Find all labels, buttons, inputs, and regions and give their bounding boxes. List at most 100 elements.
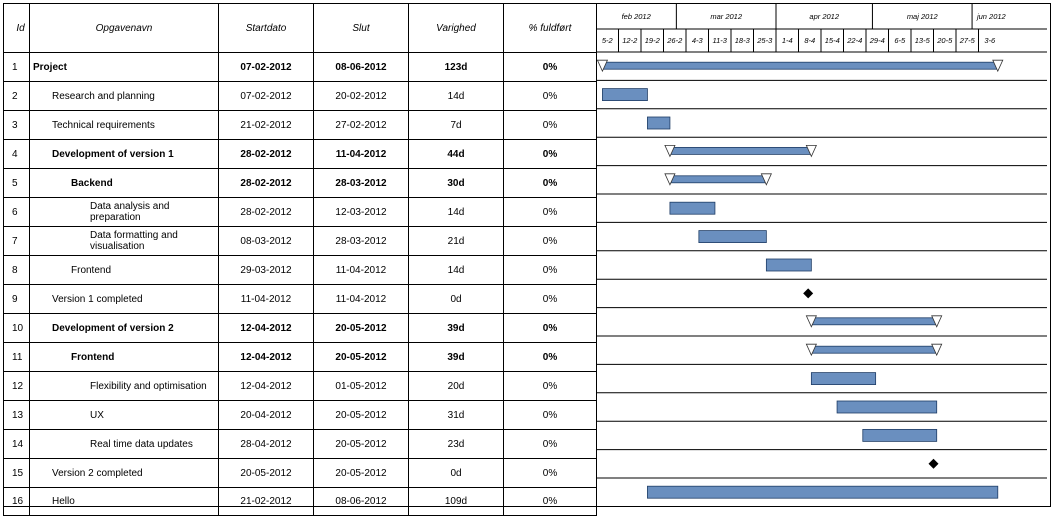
task-row[interactable]: 4 Development of version 1 28-02-2012 11-04… xyxy=(3,139,597,169)
task-id[interactable]: 8 xyxy=(3,255,30,285)
task-duration[interactable]: 39d xyxy=(408,313,504,343)
task-end[interactable]: 28-03-2012 xyxy=(313,168,409,198)
task-duration[interactable]: 7d xyxy=(408,110,504,140)
task-name[interactable]: Research and planning xyxy=(29,81,219,111)
task-end[interactable]: 08-06-2012 xyxy=(313,52,409,82)
week-label: 5-2 xyxy=(602,36,614,45)
task-end[interactable]: 28-03-2012 xyxy=(313,226,409,256)
task-id[interactable]: 3 xyxy=(3,110,30,140)
task-start[interactable]: 29-03-2012 xyxy=(218,255,314,285)
task-end[interactable]: 11-04-2012 xyxy=(313,139,409,169)
task-duration[interactable]: 21d xyxy=(408,226,504,256)
task-row[interactable]: 1 Project 07-02-2012 08-06-2012 123d 0% xyxy=(3,52,597,82)
summary-bar xyxy=(602,61,999,70)
task-row[interactable]: 8 Frontend 29-03-2012 11-04-2012 14d 0% xyxy=(3,255,597,285)
week-label: 25-3 xyxy=(756,36,773,45)
task-row[interactable]: 16 Hello 21-02-2012 08-06-2012 109d 0% xyxy=(3,487,597,516)
task-duration[interactable]: 14d xyxy=(408,255,504,285)
task-row[interactable]: 14 Real time data updates 28-04-2012 20-05-… xyxy=(3,429,597,459)
summary-bar xyxy=(810,317,938,326)
task-row[interactable]: 7 Data formatting and visualisation 08-03-… xyxy=(3,226,597,256)
task-duration[interactable]: 31d xyxy=(408,400,504,430)
week-label: 3-6 xyxy=(984,36,996,45)
summary-end-cap xyxy=(992,59,1004,73)
summary-start-cap xyxy=(664,144,676,158)
task-bar xyxy=(647,485,999,499)
task-row[interactable]: 5 Backend 28-02-2012 28-03-2012 30d 0% xyxy=(3,168,597,198)
summary-end-cap xyxy=(760,173,772,186)
week-label: 12-2 xyxy=(622,36,638,45)
summary-end-cap xyxy=(931,343,943,357)
task-bar xyxy=(765,258,812,272)
task-name[interactable]: Real time data updates xyxy=(29,429,219,459)
task-bar xyxy=(669,201,716,215)
task-name[interactable]: Data analysis and preparation xyxy=(29,197,219,227)
task-duration[interactable]: 0d xyxy=(408,458,504,488)
task-duration[interactable]: 123d xyxy=(408,52,504,82)
task-complete[interactable]: 0% xyxy=(503,81,597,111)
task-start[interactable]: 12-04-2012 xyxy=(218,342,314,372)
task-complete[interactable]: 0% xyxy=(503,458,597,488)
week-label: 15-4 xyxy=(825,36,840,45)
task-row[interactable]: 3 Technical requirements 21-02-2012 27-02-2… xyxy=(3,110,597,140)
week-label: 13-5 xyxy=(915,36,931,45)
summary-bar xyxy=(669,146,812,155)
week-label: 19-2 xyxy=(645,36,661,45)
col-header-complete[interactable]: % fuldført xyxy=(503,3,597,53)
summary-start-cap xyxy=(664,173,676,186)
milestone-marker xyxy=(803,288,814,299)
week-label: 18-3 xyxy=(735,36,751,45)
task-complete[interactable]: 0% xyxy=(503,284,597,314)
milestone-marker xyxy=(928,458,939,469)
month-label: jun 2012 xyxy=(976,12,1007,21)
task-id[interactable]: 9 xyxy=(3,284,30,314)
task-name[interactable]: Data formatting and visualisation xyxy=(29,226,219,256)
task-start[interactable]: 07-02-2012 xyxy=(218,81,314,111)
month-label: feb 2012 xyxy=(622,12,652,21)
task-complete[interactable]: 0% xyxy=(503,371,597,401)
task-row[interactable]: 9 Version 1 completed 11-04-2012 11-04-2012… xyxy=(3,284,597,314)
task-bar xyxy=(698,230,767,244)
task-table: Id Opgavenavn Startdato Slut Varighed % … xyxy=(3,3,597,516)
task-name[interactable]: Version 1 completed xyxy=(29,284,219,314)
summary-end-cap xyxy=(931,315,943,328)
task-end[interactable]: 20-05-2012 xyxy=(313,429,409,459)
col-header-duration[interactable]: Varighed xyxy=(408,3,504,53)
task-complete[interactable]: 0% xyxy=(503,255,597,285)
task-start[interactable]: 11-04-2012 xyxy=(218,284,314,314)
week-label: 1-4 xyxy=(782,36,793,45)
task-id[interactable]: 4 xyxy=(3,139,30,169)
task-start[interactable]: 12-04-2012 xyxy=(218,371,314,401)
task-complete[interactable]: 0% xyxy=(503,313,597,343)
col-header-name[interactable]: Opgavenavn xyxy=(29,3,219,53)
week-label: 6-5 xyxy=(894,36,906,45)
week-label: 26-2 xyxy=(666,36,683,45)
task-start[interactable]: 21-02-2012 xyxy=(218,487,314,516)
task-duration[interactable]: 20d xyxy=(408,371,504,401)
header-row: Id Opgavenavn Startdato Slut Varighed % … xyxy=(3,3,597,53)
task-bar xyxy=(602,88,648,101)
task-complete[interactable]: 0% xyxy=(503,197,597,227)
task-duration[interactable]: 14d xyxy=(408,197,504,227)
summary-start-cap xyxy=(805,315,817,328)
month-label: apr 2012 xyxy=(809,12,839,21)
task-complete[interactable]: 0% xyxy=(503,429,597,459)
task-id[interactable]: 2 xyxy=(3,81,30,111)
task-row[interactable]: 6 Data analysis and preparation 28-02-2012… xyxy=(3,197,597,227)
task-end[interactable]: 20-05-2012 xyxy=(313,342,409,372)
month-label: mar 2012 xyxy=(710,12,743,21)
task-row[interactable]: 2 Research and planning 07-02-2012 20-02-20… xyxy=(3,81,597,111)
task-duration[interactable]: 23d xyxy=(408,429,504,459)
task-name[interactable]: Version 2 completed xyxy=(29,458,219,488)
task-row[interactable]: 11 Frontend 12-04-2012 20-05-2012 39d 0% xyxy=(3,342,597,372)
task-bar xyxy=(862,428,938,442)
task-name[interactable]: Backend xyxy=(29,168,219,198)
task-id[interactable]: 6 xyxy=(3,197,30,227)
task-row[interactable]: 13 UX 20-04-2012 20-05-2012 31d 0% xyxy=(3,400,597,430)
week-label: 27-5 xyxy=(959,36,976,45)
task-complete[interactable]: 0% xyxy=(503,400,597,430)
task-name[interactable]: Frontend xyxy=(29,255,219,285)
task-name[interactable]: UX xyxy=(29,400,219,430)
summary-bar xyxy=(810,345,938,354)
